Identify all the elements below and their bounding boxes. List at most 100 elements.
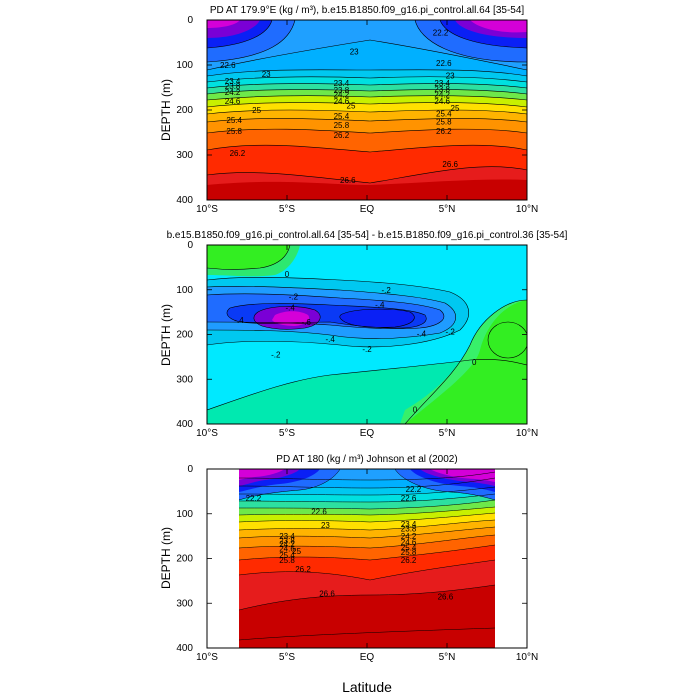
contour-label: 23 <box>321 521 330 530</box>
y-tick-label: 0 <box>187 464 193 475</box>
contour-label: 22.6 <box>311 508 327 517</box>
x-tick-label: 10°N <box>516 652 538 663</box>
contour-label: 26.2 <box>401 556 417 565</box>
contour-label: 25.8 <box>279 556 295 565</box>
contour-label: -.6 <box>302 318 312 327</box>
y-tick-label: 200 <box>176 105 193 116</box>
contour-label: 22.6 <box>220 61 236 70</box>
contour-label: 24.2 <box>279 540 295 549</box>
contour-label: 24.2 <box>434 90 450 99</box>
contour-label: -.4 <box>286 304 296 313</box>
y-tick-label: 100 <box>176 509 193 520</box>
contour-label: 22.6 <box>401 494 417 503</box>
x-tick-label: 10°N <box>516 428 538 439</box>
x-tick-label: 5°S <box>279 204 296 215</box>
contour-label: -.4 <box>234 316 244 325</box>
x-tick-label: EQ <box>360 428 375 439</box>
panel-2-contour-fill <box>207 245 527 424</box>
contour-label: 24.6 <box>401 538 417 547</box>
contour-label: 24.6 <box>225 97 241 106</box>
contour-label: 26.2 <box>230 149 246 158</box>
panel-3-ylabel: DEPTH (m) <box>159 527 173 589</box>
panel-1-title: PD AT 179.9°E (kg / m³), b.e15.B1850.f09… <box>210 5 525 16</box>
contour-label: -.2 <box>446 327 456 336</box>
y-tick-label: 400 <box>176 419 193 430</box>
panel-2: b.e15.B1850.f09_g16.pi_control.all.64 [3… <box>159 230 568 439</box>
panel-1-y-ticks: 0 100 200 300 400 <box>176 15 527 206</box>
panel-2-ylabel: DEPTH (m) <box>159 304 173 366</box>
contour-label: 25.8 <box>334 121 350 130</box>
contour-label: 25.8 <box>436 117 452 126</box>
x-axis-label: Latitude <box>342 679 392 695</box>
contour-label: 22.2 <box>433 29 449 38</box>
x-tick-label: EQ <box>360 652 375 663</box>
y-tick-label: 100 <box>176 285 193 296</box>
y-tick-label: 100 <box>176 60 193 71</box>
panel-3-x-ticks: 10°S 5°S EQ 5°N 10°N <box>196 469 538 663</box>
panel-1-ylabel: DEPTH (m) <box>159 79 173 141</box>
contour-label: 26.6 <box>442 160 458 169</box>
y-tick-label: 0 <box>187 15 193 26</box>
contour-label: 25.8 <box>401 548 417 557</box>
x-tick-label: 5°S <box>279 652 296 663</box>
panel-3: PD AT 180 (kg / m³) Johnson et al (2002) <box>159 454 538 663</box>
contour-label: 23.8 <box>279 537 295 546</box>
panel-2-title: b.e15.B1850.f09_g16.pi_control.all.64 [3… <box>167 230 568 241</box>
contour-label: 22.2 <box>246 494 262 503</box>
contour-label: 25 <box>252 106 261 115</box>
panel-3-y-ticks: 0 100 200 300 400 <box>176 464 527 654</box>
panel-2-x-ticks: 10°S 5°S EQ 5°N 10°N <box>196 245 538 439</box>
panel-3-contour-fill <box>207 469 527 648</box>
contour-label: 24.6 <box>279 545 295 554</box>
contour-label: 23 <box>350 48 359 57</box>
y-tick-label: 200 <box>176 330 193 341</box>
contour-label: 25 <box>292 547 301 556</box>
contour-label: 22.2 <box>406 485 422 494</box>
contour-label: 23.4 <box>434 79 450 88</box>
contour-label: 25 <box>347 102 356 111</box>
panel-2-contour-labels: 0 -.2 -.2 -.4 -.4 -.6 -.4 -.4 -.4 -.2 -.2 -.2 0 0 <box>234 270 477 415</box>
contour-label: 22.6 <box>436 59 452 68</box>
contour-label: 25.4 <box>401 543 417 552</box>
x-tick-label: 5°S <box>279 428 296 439</box>
contour-label: -.2 <box>382 286 392 295</box>
contour-label: -.4 <box>375 301 385 310</box>
contour-label: 25.4 <box>436 110 452 119</box>
contour-label: 23.8 <box>401 525 417 534</box>
y-tick-label: 400 <box>176 643 193 654</box>
y-tick-label: 200 <box>176 554 193 565</box>
contour-label: 0 <box>472 358 477 367</box>
contour-label: 26.6 <box>340 176 356 185</box>
contour-label: -.2 <box>289 292 299 301</box>
contour-label: 25.4 <box>334 112 350 121</box>
contour-label: 23.8 <box>225 82 241 91</box>
panel-2-y-ticks: 0 100 200 300 400 <box>176 240 527 430</box>
contour-label: 25 <box>451 104 460 113</box>
x-tick-label: 5°N <box>439 428 456 439</box>
contour-label: 24.2 <box>225 88 241 97</box>
contour-label: 26.6 <box>319 589 335 598</box>
contour-label: 26.6 <box>438 593 454 602</box>
contour-label: 23.8 <box>434 85 450 94</box>
contour-label: -.2 <box>271 351 281 360</box>
contour-label: 26.2 <box>436 127 452 136</box>
contour-label: 0 <box>285 270 290 279</box>
panel-3-title: PD AT 180 (kg / m³) Johnson et al (2002) <box>276 454 457 465</box>
x-tick-label: 5°N <box>439 652 456 663</box>
contour-label: -.4 <box>417 330 427 339</box>
contour-label: 23.4 <box>225 77 241 86</box>
panel-1-contour-fill <box>207 20 527 200</box>
panel-1-contour-labels: 2322.62323.423.824.224.62525.425.826.223… <box>220 29 460 185</box>
contour-label: 25.4 <box>279 551 295 560</box>
y-tick-label: 400 <box>176 195 193 206</box>
contour-label: 23.4 <box>401 520 417 529</box>
contour-label: -.4 <box>326 335 336 344</box>
y-tick-label: 300 <box>176 150 193 161</box>
contour-label: 23.4 <box>279 532 295 541</box>
contour-label: 24.2 <box>334 90 350 99</box>
contour-label: 24.2 <box>401 532 417 541</box>
contour-label: 26.2 <box>295 565 311 574</box>
y-tick-label: 300 <box>176 598 193 609</box>
contour-label: -.2 <box>362 345 372 354</box>
